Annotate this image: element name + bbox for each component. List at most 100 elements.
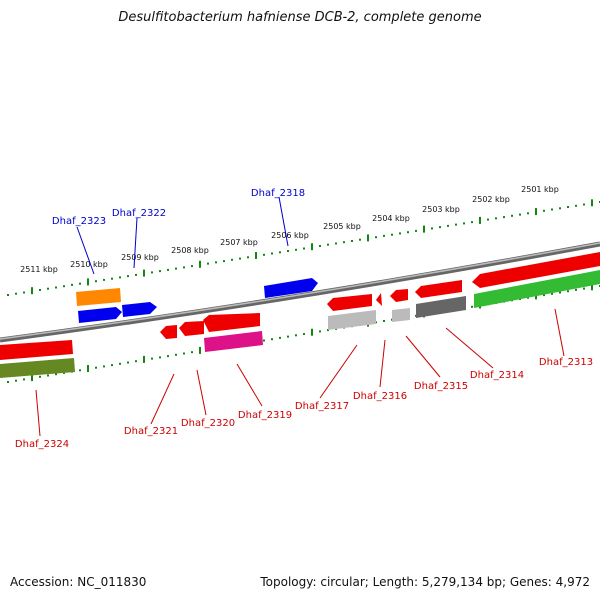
gene-features bbox=[0, 252, 600, 378]
scale-minor-tick bbox=[95, 366, 97, 369]
gene-label-dhaf-2319[interactable]: Dhaf_2319 bbox=[238, 410, 292, 421]
gene-arrow-dhaf-2322[interactable] bbox=[122, 302, 157, 317]
feature-gray-small[interactable] bbox=[392, 308, 410, 322]
scale-minor-tick bbox=[15, 292, 17, 295]
scale-minor-tick bbox=[47, 374, 49, 377]
scale-minor-tick bbox=[455, 223, 457, 226]
scale-minor-tick bbox=[583, 203, 585, 206]
scale-minor-tick bbox=[127, 275, 129, 278]
scale-minor-tick bbox=[207, 262, 209, 265]
scale-minor-tick bbox=[103, 278, 105, 281]
scale-minor-tick bbox=[191, 351, 193, 354]
scale-minor-tick bbox=[447, 224, 449, 227]
feature-olive[interactable] bbox=[0, 358, 75, 378]
scale-label: 2509 kbp bbox=[121, 253, 159, 262]
scale-minor-tick bbox=[175, 267, 177, 270]
scale-major-tick bbox=[199, 260, 201, 268]
scale-minor-tick bbox=[159, 356, 161, 359]
leader-dhaf-2319 bbox=[236, 363, 263, 407]
scale-label: 2504 kbp bbox=[372, 214, 410, 223]
gene-label-dhaf-2316[interactable]: Dhaf_2316 bbox=[353, 391, 407, 402]
scale-minor-tick bbox=[471, 305, 473, 308]
gene-label-dhaf-2324[interactable]: Dhaf_2324 bbox=[15, 439, 69, 450]
gene-label-dhaf-2314[interactable]: Dhaf_2314 bbox=[470, 370, 524, 381]
scale-minor-tick bbox=[263, 253, 265, 256]
gene-arrow-dhaf-2323-orange[interactable] bbox=[76, 288, 121, 306]
scale-minor-tick bbox=[375, 236, 377, 239]
scale-minor-tick bbox=[319, 330, 321, 333]
topology-label: Topology: circular; Length: 5,279,134 bp… bbox=[260, 575, 590, 589]
scale-minor-tick bbox=[287, 335, 289, 338]
scale-minor-tick bbox=[119, 276, 121, 279]
scale-minor-tick bbox=[295, 248, 297, 251]
scale-minor-tick bbox=[151, 357, 153, 360]
gene-arrow-dhaf-2324[interactable] bbox=[0, 340, 73, 360]
gene-label-dhaf-2318[interactable]: Dhaf_2318 bbox=[251, 188, 305, 199]
leader-dhaf-2313 bbox=[554, 308, 565, 357]
scale-major-tick bbox=[479, 216, 481, 224]
gene-arrow-dhaf-2317-upper[interactable] bbox=[327, 294, 372, 311]
feature-green[interactable] bbox=[474, 270, 600, 308]
scale-minor-tick bbox=[575, 288, 577, 291]
scale-minor-tick bbox=[47, 287, 49, 290]
scale-minor-tick bbox=[231, 258, 233, 261]
gene-arrow-dhaf-2319[interactable] bbox=[203, 313, 260, 332]
gene-arrow-dhaf-2318[interactable] bbox=[264, 278, 318, 298]
gene-arrow-dhaf-2316-upper[interactable] bbox=[376, 293, 382, 306]
scale-label: 2502 kbp bbox=[472, 195, 510, 204]
scale-minor-tick bbox=[239, 257, 241, 260]
scale-minor-tick bbox=[151, 271, 153, 274]
scale-minor-tick bbox=[303, 247, 305, 250]
accession-label: Accession: NC_011830 bbox=[10, 575, 147, 589]
scale-major-tick bbox=[311, 328, 313, 336]
gene-label-dhaf-2313[interactable]: Dhaf_2313 bbox=[539, 357, 593, 368]
leader-dhaf-2317 bbox=[319, 344, 358, 399]
scale-label: 2510 kbp bbox=[70, 260, 108, 269]
scale-major-tick bbox=[87, 365, 89, 372]
scale-major-tick bbox=[31, 374, 33, 382]
feature-magenta[interactable] bbox=[204, 331, 263, 352]
gene-label-dhaf-2321[interactable]: Dhaf_2321 bbox=[124, 426, 178, 437]
scale-minor-tick bbox=[287, 250, 289, 252]
scale-minor-tick bbox=[71, 283, 73, 286]
scale-label: 2501 kbp bbox=[521, 185, 559, 194]
scale-major-tick bbox=[143, 355, 145, 363]
scale-minor-tick bbox=[271, 252, 273, 255]
scale-minor-tick bbox=[63, 285, 65, 288]
scale-major-tick bbox=[199, 346, 201, 354]
gene-label-dhaf-2320[interactable]: Dhaf_2320 bbox=[181, 418, 235, 429]
gene-arrow-dhaf-2315-upper[interactable] bbox=[390, 289, 408, 302]
scale-minor-tick bbox=[55, 286, 57, 289]
scale-minor-tick bbox=[111, 277, 113, 280]
scale-minor-tick bbox=[263, 339, 265, 342]
scale-minor-tick bbox=[559, 207, 561, 210]
leader-dhaf-2314 bbox=[445, 327, 494, 369]
leader-dhaf-2323 bbox=[76, 226, 95, 275]
gene-arrow-dhaf-2320[interactable] bbox=[179, 321, 204, 336]
scale-minor-tick bbox=[135, 360, 137, 363]
scale-minor-tick bbox=[495, 217, 497, 220]
gene-arrow-dhaf-2314-upper[interactable] bbox=[415, 280, 462, 298]
scale-minor-tick bbox=[567, 290, 569, 293]
gene-arrow-dhaf-2323[interactable] bbox=[78, 307, 122, 323]
upper-scale-ticks bbox=[7, 199, 600, 296]
feature-gray[interactable] bbox=[328, 310, 376, 330]
scale-minor-tick bbox=[439, 226, 441, 229]
leader-dhaf-2320 bbox=[196, 369, 207, 416]
gene-label-dhaf-2317[interactable]: Dhaf_2317 bbox=[295, 401, 349, 412]
scale-minor-tick bbox=[7, 294, 9, 296]
scale-minor-tick bbox=[15, 379, 17, 382]
gene-label-dhaf-2315[interactable]: Dhaf_2315 bbox=[414, 381, 468, 392]
scale-minor-tick bbox=[183, 352, 185, 355]
scale-minor-tick bbox=[159, 270, 161, 273]
scale-minor-tick bbox=[303, 333, 305, 335]
gene-label-dhaf-2323[interactable]: Dhaf_2323 bbox=[52, 216, 106, 227]
scale-minor-tick bbox=[543, 209, 545, 212]
scale-minor-tick bbox=[319, 245, 321, 247]
feature-dark-gray[interactable] bbox=[416, 296, 466, 318]
gene-label-dhaf-2322[interactable]: Dhaf_2322 bbox=[112, 208, 166, 219]
gene-arrow-dhaf-2313-upper[interactable] bbox=[472, 252, 600, 288]
gene-arrow-dhaf-2321[interactable] bbox=[160, 325, 177, 339]
